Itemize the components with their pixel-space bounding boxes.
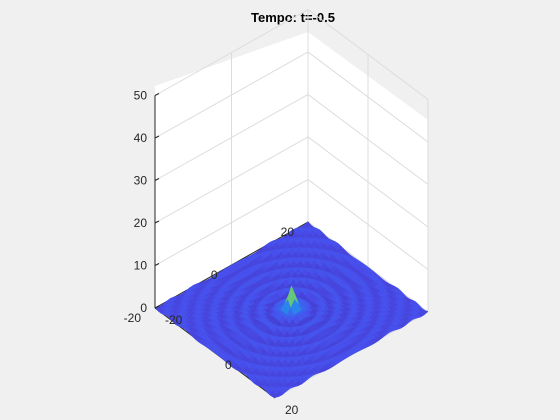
z-tick-label: 40 [134, 131, 148, 145]
z-tick-mark [154, 135, 160, 139]
z-tick-mark [154, 93, 160, 96]
z-tick-label: 30 [134, 174, 148, 188]
x-axis-ticks: -20 0 20 [165, 313, 299, 417]
z-tick-label: 50 [134, 89, 148, 103]
z-tick-label: 10 [134, 259, 148, 273]
z-tick-mark [154, 305, 160, 309]
z-tick-label: 20 [134, 216, 148, 230]
surface-patch [271, 394, 280, 398]
z-tick-mark [154, 263, 160, 266]
z-axis-ticks: 0 10 20 30 40 50 [134, 89, 160, 315]
x-tick-label: -20 [165, 313, 183, 327]
y-axis-ticks: 200-20 [124, 225, 295, 325]
surface-plot [154, 221, 429, 398]
y-tick-label: 20 [281, 225, 295, 239]
x-tick-label: 0 [225, 358, 232, 372]
z-tick-mark [154, 220, 160, 224]
y-tick-label: 0 [211, 268, 218, 282]
z-tick-mark [154, 178, 160, 181]
x-tick-label: 20 [285, 403, 299, 417]
z-tick-label: 0 [140, 301, 147, 315]
y-tick-label: -20 [124, 311, 142, 325]
